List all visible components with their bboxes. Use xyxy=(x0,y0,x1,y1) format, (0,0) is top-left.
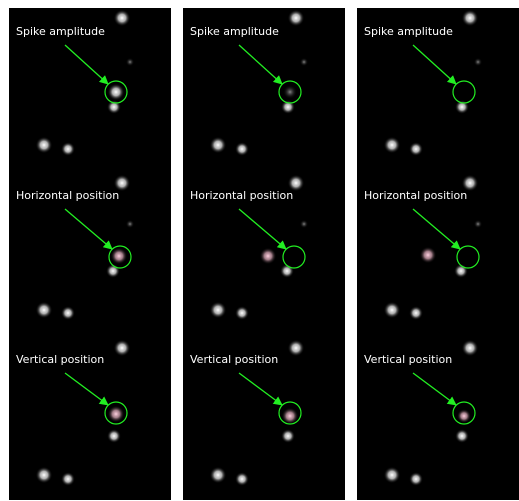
spot xyxy=(281,407,299,425)
spot xyxy=(283,85,297,99)
image-panel xyxy=(357,8,519,500)
highlight-circle xyxy=(108,245,132,269)
label: Vertical position xyxy=(190,353,278,366)
label: Vertical position xyxy=(16,353,104,366)
spot xyxy=(383,301,401,319)
spot xyxy=(113,339,131,357)
spot xyxy=(383,466,401,484)
spot xyxy=(383,136,401,154)
spot xyxy=(235,472,249,486)
spot xyxy=(409,472,423,486)
highlight-circle xyxy=(452,401,476,425)
spot xyxy=(287,9,305,27)
spot xyxy=(35,466,53,484)
spot xyxy=(461,9,479,27)
spot xyxy=(235,306,249,320)
arrow xyxy=(412,208,461,250)
arrow xyxy=(238,208,287,250)
spot xyxy=(287,174,305,192)
arrow xyxy=(64,208,113,250)
image-panel xyxy=(9,8,171,500)
spot xyxy=(113,174,131,192)
spot xyxy=(61,306,75,320)
spot xyxy=(281,429,295,443)
spot xyxy=(35,301,53,319)
spot xyxy=(107,405,125,423)
spot xyxy=(35,136,53,154)
arrow xyxy=(64,44,109,85)
label: Horizontal position xyxy=(364,189,467,202)
spot xyxy=(419,246,437,264)
spot xyxy=(455,429,469,443)
highlight-circle xyxy=(104,401,128,425)
spot xyxy=(461,174,479,192)
arrow xyxy=(412,44,457,85)
label: Vertical position xyxy=(364,353,452,366)
spot xyxy=(235,142,249,156)
label: Horizontal position xyxy=(190,189,293,202)
spot xyxy=(209,136,227,154)
spot xyxy=(473,57,483,67)
highlight-circle xyxy=(278,401,302,425)
spot xyxy=(107,429,121,443)
spot xyxy=(259,247,277,265)
arrow xyxy=(412,372,457,406)
spot xyxy=(409,306,423,320)
label: Horizontal position xyxy=(16,189,119,202)
spot xyxy=(61,472,75,486)
highlight-circle xyxy=(278,80,302,104)
spot xyxy=(457,409,471,423)
highlight-circle xyxy=(456,245,480,269)
spot xyxy=(473,219,483,229)
label: Spike amplitude xyxy=(16,25,105,38)
label: Spike amplitude xyxy=(190,25,279,38)
spot xyxy=(110,247,128,265)
spot xyxy=(287,339,305,357)
spot xyxy=(113,9,131,27)
spot xyxy=(209,466,227,484)
highlight-circle xyxy=(104,80,128,104)
arrow xyxy=(64,372,109,406)
spot xyxy=(125,219,135,229)
arrow xyxy=(238,44,283,85)
spot xyxy=(61,142,75,156)
spot xyxy=(299,57,309,67)
spot xyxy=(209,301,227,319)
spot xyxy=(125,57,135,67)
spot xyxy=(461,339,479,357)
spot xyxy=(409,142,423,156)
spot xyxy=(107,83,125,101)
spot xyxy=(299,219,309,229)
label: Spike amplitude xyxy=(364,25,453,38)
highlight-circle xyxy=(452,80,476,104)
arrow xyxy=(238,372,283,406)
highlight-circle xyxy=(282,245,306,269)
